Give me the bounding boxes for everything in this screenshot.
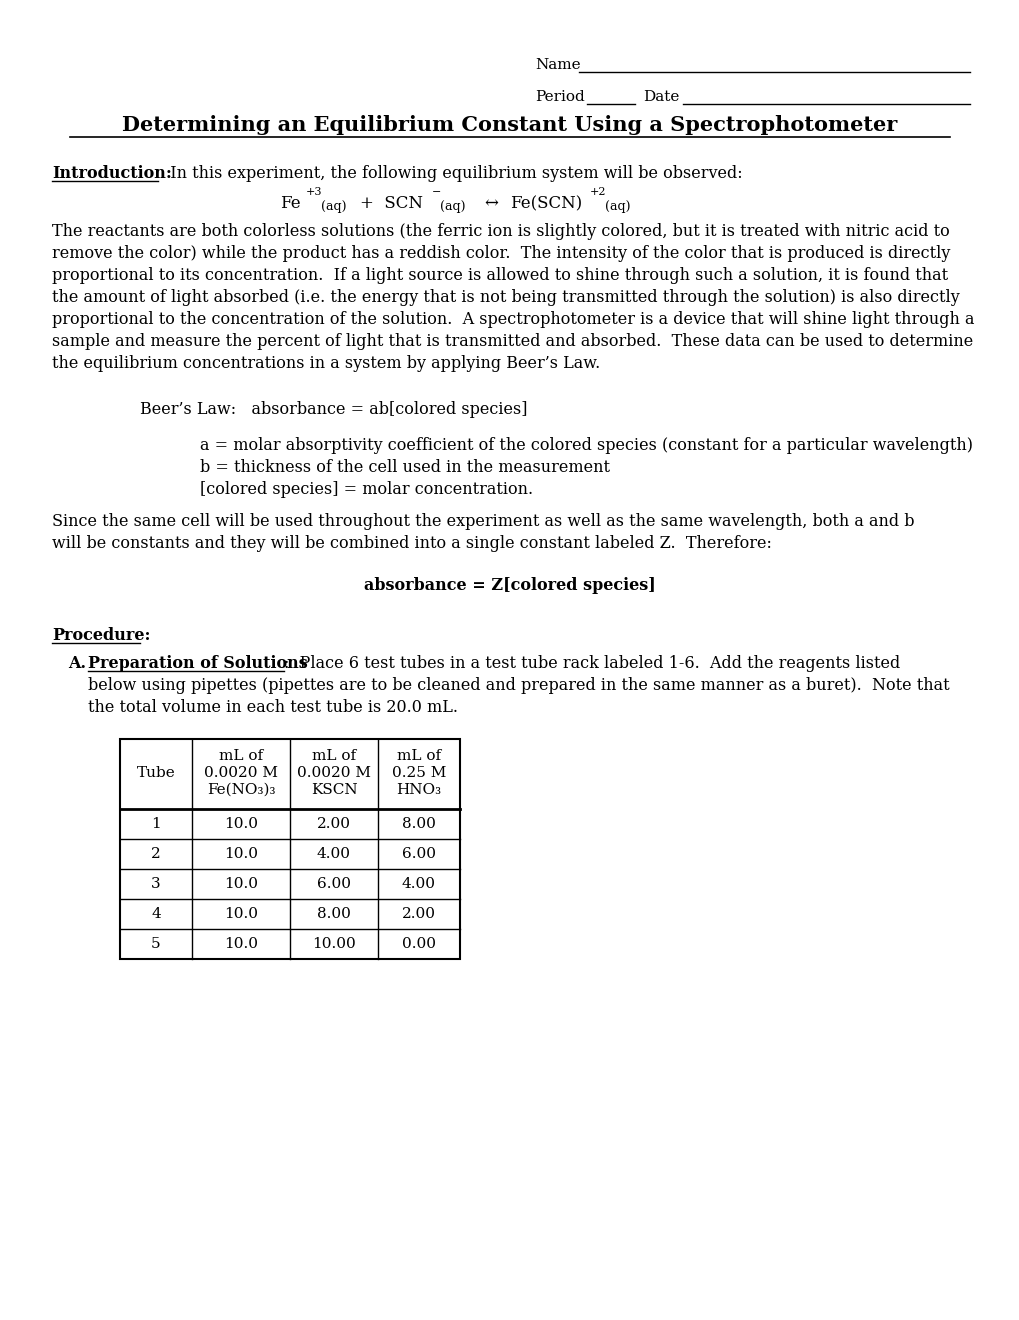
Text: proportional to the concentration of the solution.  A spectrophotometer is a dev: proportional to the concentration of the…: [52, 312, 973, 327]
Text: 10.0: 10.0: [224, 937, 258, 950]
Text: +3: +3: [306, 187, 322, 197]
Text: below using pipettes (pipettes are to be cleaned and prepared in the same manner: below using pipettes (pipettes are to be…: [88, 677, 949, 694]
Text: 2: 2: [151, 847, 161, 861]
Text: 0.0020 M: 0.0020 M: [297, 766, 371, 780]
Text: the amount of light absorbed (i.e. the energy that is not being transmitted thro: the amount of light absorbed (i.e. the e…: [52, 289, 959, 306]
Text: the equilibrium concentrations in a system by applying Beer’s Law.: the equilibrium concentrations in a syst…: [52, 355, 599, 372]
Text: 10.00: 10.00: [312, 937, 356, 950]
Text: 10.0: 10.0: [224, 847, 258, 861]
Text: 10.0: 10.0: [224, 907, 258, 921]
Text: Period: Period: [535, 90, 584, 104]
Text: −: −: [432, 187, 441, 197]
Text: Fe: Fe: [280, 195, 301, 213]
Text: 5: 5: [151, 937, 161, 950]
Text: Tube: Tube: [137, 766, 175, 780]
Text: (aq): (aq): [439, 201, 465, 213]
Text: will be constants and they will be combined into a single constant labeled Z.  T: will be constants and they will be combi…: [52, 535, 771, 552]
Text: Preparation of Solutions: Preparation of Solutions: [88, 655, 308, 672]
Text: b = thickness of the cell used in the measurement: b = thickness of the cell used in the me…: [200, 459, 609, 477]
Text: HNO₃: HNO₃: [396, 783, 441, 797]
Text: (aq): (aq): [321, 201, 346, 213]
Text: sample and measure the percent of light that is transmitted and absorbed.  These: sample and measure the percent of light …: [52, 333, 972, 350]
Text: 8.00: 8.00: [317, 907, 351, 921]
Text: 0.25 M: 0.25 M: [391, 766, 445, 780]
Text: 0.00: 0.00: [401, 937, 435, 950]
Text: :  Place 6 test tubes in a test tube rack labeled 1-6.  Add the reagents listed: : Place 6 test tubes in a test tube rack…: [283, 655, 900, 672]
Text: 2.00: 2.00: [401, 907, 435, 921]
Text: Since the same cell will be used throughout the experiment as well as the same w: Since the same cell will be used through…: [52, 513, 914, 531]
Bar: [120, 739, 460, 960]
Text: +  SCN: + SCN: [360, 195, 423, 213]
Text: 10.0: 10.0: [224, 876, 258, 891]
Text: Fe(SCN): Fe(SCN): [510, 195, 582, 213]
Text: 1: 1: [151, 817, 161, 832]
Text: 3: 3: [151, 876, 161, 891]
Text: mL of: mL of: [219, 748, 263, 763]
Text: 10.0: 10.0: [224, 817, 258, 832]
Text: Introduction:: Introduction:: [52, 165, 172, 182]
Text: 6.00: 6.00: [317, 876, 351, 891]
Text: 4.00: 4.00: [401, 876, 435, 891]
Text: 0.0020 M: 0.0020 M: [204, 766, 278, 780]
Text: absorbance = Z[colored species]: absorbance = Z[colored species]: [364, 577, 655, 594]
Text: 2.00: 2.00: [317, 817, 351, 832]
Text: The reactants are both colorless solutions (the ferric ion is slightly colored, : The reactants are both colorless solutio…: [52, 223, 949, 240]
Text: mL of: mL of: [312, 748, 356, 763]
Text: 6.00: 6.00: [401, 847, 435, 861]
Text: ↔: ↔: [484, 195, 497, 213]
Text: KSCN: KSCN: [311, 783, 357, 797]
Text: Procedure:: Procedure:: [52, 627, 151, 644]
Text: 4: 4: [151, 907, 161, 921]
Text: 4.00: 4.00: [317, 847, 351, 861]
Text: Fe(NO₃)₃: Fe(NO₃)₃: [207, 783, 275, 797]
Text: Beer’s Law:   absorbance = ab[colored species]: Beer’s Law: absorbance = ab[colored spec…: [140, 401, 527, 418]
Text: +2: +2: [589, 187, 606, 197]
Text: A.: A.: [68, 655, 86, 672]
Text: the total volume in each test tube is 20.0 mL.: the total volume in each test tube is 20…: [88, 700, 458, 715]
Text: remove the color) while the product has a reddish color.  The intensity of the c: remove the color) while the product has …: [52, 246, 950, 261]
Text: 8.00: 8.00: [401, 817, 435, 832]
Text: In this experiment, the following equilibrium system will be observed:: In this experiment, the following equili…: [160, 165, 742, 182]
Text: Name: Name: [535, 58, 580, 73]
Text: proportional to its concentration.  If a light source is allowed to shine throug: proportional to its concentration. If a …: [52, 267, 948, 284]
Text: mL of: mL of: [396, 748, 440, 763]
Text: Determining an Equilibrium Constant Using a Spectrophotometer: Determining an Equilibrium Constant Usin…: [122, 115, 897, 135]
Text: [colored species] = molar concentration.: [colored species] = molar concentration.: [200, 480, 533, 498]
Text: a = molar absorptivity coefficient of the colored species (constant for a partic: a = molar absorptivity coefficient of th…: [200, 437, 972, 454]
Text: Date: Date: [642, 90, 679, 104]
Text: (aq): (aq): [604, 201, 630, 213]
